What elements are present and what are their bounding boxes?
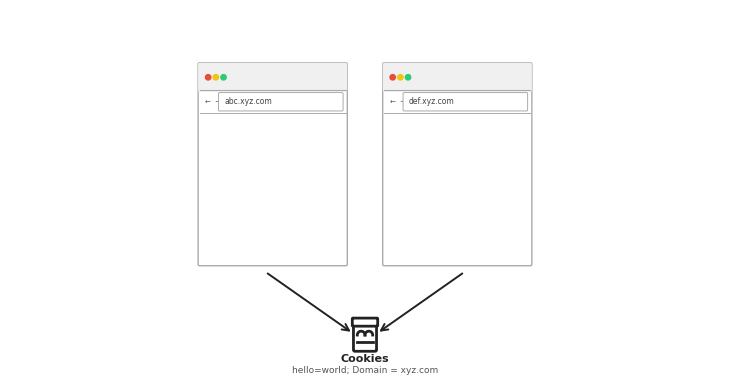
Text: hello=world; Domain = xyz.com: hello=world; Domain = xyz.com [292,366,438,375]
FancyBboxPatch shape [383,63,532,266]
Text: Cookies: Cookies [341,354,389,363]
FancyBboxPatch shape [198,63,347,92]
Circle shape [390,74,396,80]
Text: abc.xyz.com: abc.xyz.com [224,97,272,106]
Circle shape [398,74,403,80]
Circle shape [405,74,411,80]
Text: ←  →: ← → [205,99,221,105]
FancyBboxPatch shape [353,323,377,351]
Circle shape [205,74,211,80]
Text: ←  →: ← → [390,99,406,105]
FancyBboxPatch shape [353,318,377,326]
Circle shape [213,74,218,80]
FancyBboxPatch shape [403,92,528,111]
Circle shape [221,74,226,80]
FancyBboxPatch shape [198,63,347,266]
Text: def.xyz.com: def.xyz.com [409,97,455,106]
FancyBboxPatch shape [218,92,343,111]
FancyBboxPatch shape [383,63,532,92]
